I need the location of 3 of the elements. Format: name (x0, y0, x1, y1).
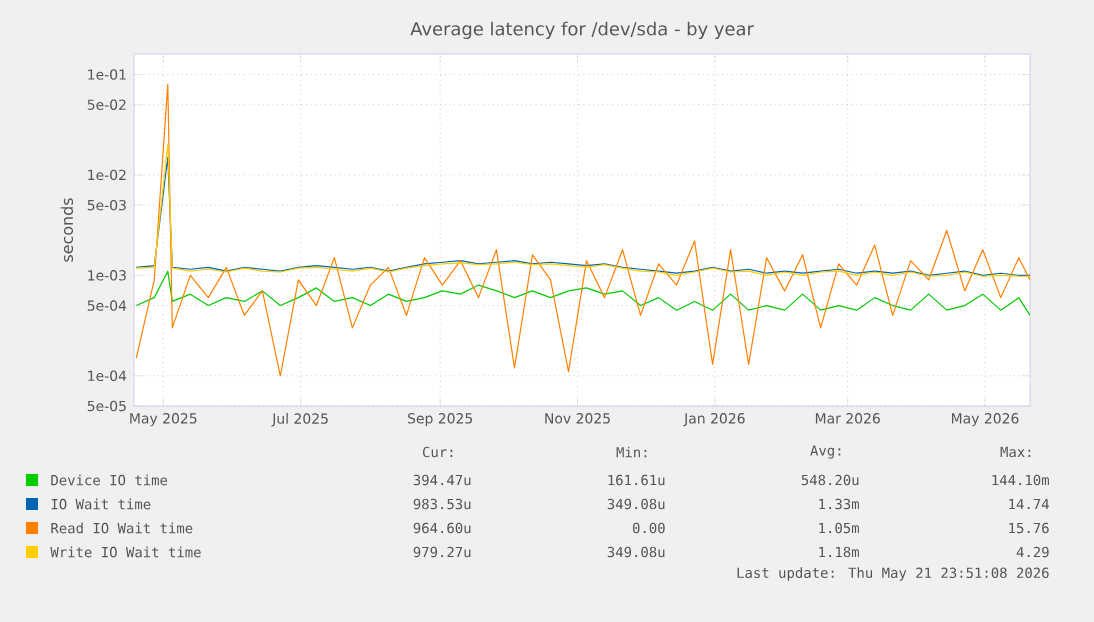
line-series (135, 270, 1031, 316)
chart-title: Average latency for /dev/sda - by year (410, 21, 754, 39)
line-series (135, 83, 1031, 377)
